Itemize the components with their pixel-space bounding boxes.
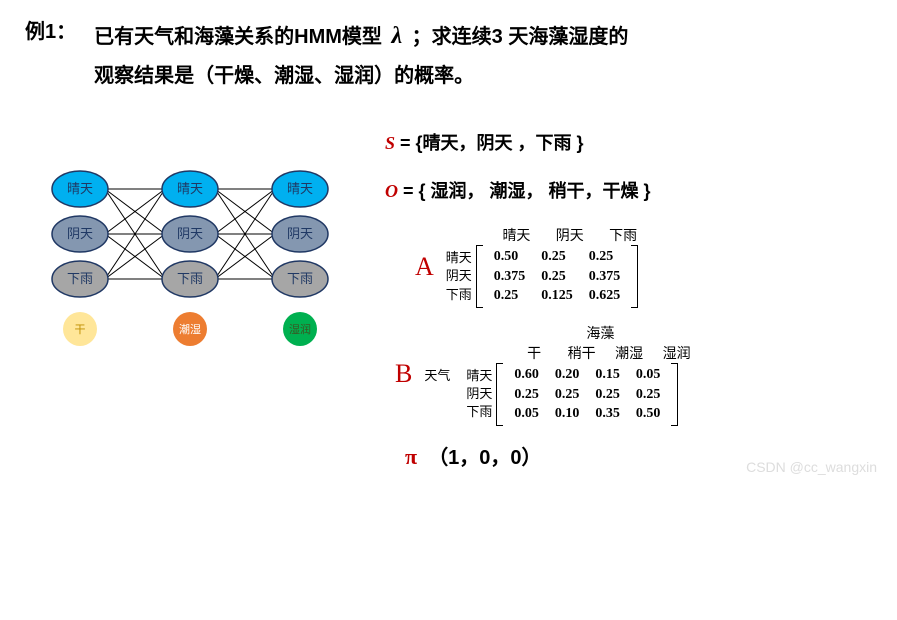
problem-line2: 观察结果是（干燥、潮湿、湿润）的概率。: [94, 65, 474, 87]
col-header: 晴天: [490, 225, 543, 245]
row-header: 晴天: [466, 367, 492, 385]
matrix-A-grid: 晴天阴天下雨 0.500.250.250.3750.250.3750.250.1…: [446, 245, 650, 308]
lambda-symbol: λ: [387, 23, 406, 49]
col-header: 湿润: [653, 343, 701, 363]
svg-text:下雨: 下雨: [67, 271, 93, 286]
problem-header: 例1： 已有天气和海藻关系的HMM模型 λ ；求连续3 天海藻湿度的 观察结果是…: [25, 15, 872, 94]
matrix-cell: 0.625: [581, 286, 629, 306]
matrix-cell: 0.25: [533, 267, 581, 287]
matrix-A-label: A: [415, 252, 434, 282]
matrix-B-row-headers: 晴天阴天下雨: [466, 367, 496, 422]
matrix-cell: 0.125: [533, 286, 581, 306]
matrix-B-content: 海藻 干稍干潮湿湿润 晴天阴天下雨 0.600.200.150.050.250.…: [466, 323, 700, 426]
matrix-cell: 0.15: [587, 365, 628, 385]
matrix-cell: 0.25: [581, 247, 629, 267]
col-header: 干: [510, 343, 558, 363]
matrix-cell: 0.25: [587, 385, 628, 405]
definitions-col: S = {晴天，阴天 ，下雨 } O = { 湿润， 潮湿， 稍干，干燥 } A…: [385, 124, 872, 470]
matrix-cell: 0.25: [628, 385, 669, 405]
O-letter: O: [385, 181, 398, 201]
example-label: 例1：: [25, 15, 76, 44]
problem-line1b: ；求连续3 天海藻湿度的: [412, 26, 629, 48]
S-text: = {晴天，阴天 ，下雨 }: [395, 133, 584, 153]
svg-text:晴天: 晴天: [177, 181, 203, 196]
matrix-cell: 0.25: [506, 385, 547, 405]
matrix-cell: 0.25: [533, 247, 581, 267]
col-header: 潮湿: [605, 343, 653, 363]
matrix-A-content: 晴天阴天下雨 晴天阴天下雨 0.500.250.250.3750.250.375…: [446, 225, 650, 308]
matrix-B-body: 0.600.200.150.050.250.250.250.250.050.10…: [496, 363, 678, 426]
svg-text:阴天: 阴天: [287, 226, 313, 241]
trellis-svg: 晴天阴天下雨 晴天阴天下雨 晴天阴天下雨干 潮湿 湿润: [35, 159, 345, 359]
matrix-cell: 0.50: [486, 247, 534, 267]
matrix-B-label: B: [395, 359, 412, 389]
row-header: 晴天: [446, 249, 472, 267]
matrix-B-block: B 天气 海藻 干稍干潮湿湿润 晴天阴天下雨 0.600.200.150.050…: [395, 323, 872, 426]
row-header: 下雨: [446, 286, 472, 304]
svg-text:干: 干: [75, 324, 86, 336]
svg-text:湿润: 湿润: [289, 322, 311, 336]
row-header: 下雨: [466, 403, 492, 421]
content-row: 晴天阴天下雨晴天阴天下雨晴天阴天下雨干潮湿湿润 S = {晴天，阴天 ，下雨 }…: [25, 124, 872, 470]
row-header: 阴天: [446, 267, 472, 285]
matrix-A-table: 0.500.250.250.3750.250.3750.250.1250.625: [486, 247, 629, 306]
matrix-cell: 0.375: [581, 267, 629, 287]
matrix-A-block: A 晴天阴天下雨 晴天阴天下雨 0.500.250.250.3750.250.3…: [415, 225, 872, 308]
matrix-B-grid: 晴天阴天下雨 0.600.200.150.050.250.250.250.250…: [466, 363, 700, 426]
matrix-B-top-label: 海藻: [500, 323, 700, 343]
svg-text:阴天: 阴天: [67, 226, 93, 241]
matrix-B-table: 0.600.200.150.050.250.250.250.250.050.10…: [506, 365, 668, 424]
problem-text: 已有天气和海藻关系的HMM模型 λ ；求连续3 天海藻湿度的 观察结果是（干燥、…: [94, 15, 628, 94]
O-text: = { 湿润， 潮湿， 稍干，干燥 }: [398, 181, 651, 201]
svg-text:晴天: 晴天: [287, 181, 313, 196]
col-header: 稍干: [558, 343, 606, 363]
state-set: S = {晴天，阴天 ，下雨 }: [385, 129, 872, 155]
pi-letter: π: [405, 444, 417, 469]
matrix-cell: 0.25: [486, 286, 534, 306]
pi-text: （1，0，0）: [428, 447, 541, 469]
col-header: 阴天: [543, 225, 596, 245]
trellis-diagram: 晴天阴天下雨 晴天阴天下雨 晴天阴天下雨干 潮湿 湿润: [25, 124, 345, 364]
matrix-cell: 0.60: [506, 365, 547, 385]
matrix-cell: 0.05: [506, 404, 547, 424]
problem-line1: 已有天气和海藻关系的HMM模型: [94, 26, 382, 48]
svg-text:潮湿: 潮湿: [179, 322, 201, 336]
matrix-A-col-headers: 晴天阴天下雨: [480, 225, 650, 245]
matrix-A-row-headers: 晴天阴天下雨: [446, 249, 476, 304]
matrix-cell: 0.35: [587, 404, 628, 424]
watermark: CSDN @cc_wangxin: [746, 459, 877, 475]
obs-set: O = { 湿润， 潮湿， 稍干，干燥 }: [385, 177, 872, 203]
row-header: 阴天: [466, 385, 492, 403]
svg-text:阴天: 阴天: [177, 226, 203, 241]
matrix-cell: 0.375: [486, 267, 534, 287]
matrix-cell: 0.25: [547, 385, 588, 405]
matrix-cell: 0.10: [547, 404, 588, 424]
matrix-cell: 0.05: [628, 365, 669, 385]
matrix-cell: 0.20: [547, 365, 588, 385]
S-letter: S: [385, 133, 395, 153]
svg-text:下雨: 下雨: [177, 271, 203, 286]
matrix-B-side-label: 天气: [424, 365, 454, 384]
svg-text:下雨: 下雨: [287, 271, 313, 286]
matrix-B-col-headers: 干稍干潮湿湿润: [500, 343, 700, 363]
col-header: 下雨: [596, 225, 649, 245]
matrix-cell: 0.50: [628, 404, 669, 424]
matrix-A-body: 0.500.250.250.3750.250.3750.250.1250.625: [476, 245, 639, 308]
svg-text:晴天: 晴天: [67, 181, 93, 196]
